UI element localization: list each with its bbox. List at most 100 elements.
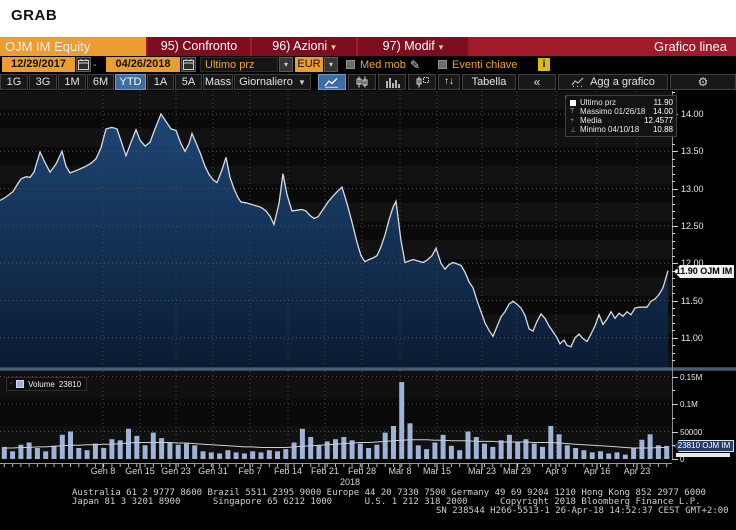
table-button[interactable]: Tabella (462, 74, 516, 90)
legend-collapse-icon[interactable]: ▫ (565, 95, 568, 101)
x-axis-tick-label: Gen 8 (90, 466, 116, 476)
menu-azioni-label: 96) Azioni (272, 39, 328, 53)
footer-contact-line-2: Japan 81 3 3201 8900 Singapore 65 6212 1… (72, 497, 701, 507)
price-minor-tick (672, 233, 675, 234)
legend-value: 11.90 (653, 98, 673, 107)
chevron-down-icon[interactable]: ▾ (324, 57, 338, 72)
x-axis-tick-label: Mar 15 (422, 466, 451, 476)
x-axis-tick-label: Feb 28 (347, 466, 377, 476)
price-line-chart (0, 91, 672, 367)
price-minor-tick (672, 315, 675, 316)
end-date-field[interactable]: 04/26/2018 (106, 57, 180, 72)
candlestick-chart-type-button[interactable] (348, 74, 376, 90)
legend-label: Media (580, 116, 602, 125)
price-axis-label: 12.00 (681, 258, 704, 268)
price-axis[interactable]: 14.00 13.50 13.00 12.50 12.00 11.50 11.00 (672, 91, 736, 367)
volume-legend-label: Volume (28, 379, 55, 389)
range-1m-button[interactable]: 1M (58, 74, 86, 90)
price-field-select[interactable]: Ultimo prz (200, 57, 278, 72)
volume-minor-tick (672, 418, 675, 419)
x-axis-tick-label: Apr 9 (545, 466, 567, 476)
x-axis-tick-label: Gen 15 (125, 466, 155, 476)
range-1g-button[interactable]: 1G (0, 74, 28, 90)
security-ticker-field[interactable]: OJM IM Equity (0, 37, 146, 56)
price-minor-tick (672, 174, 675, 175)
page-title: Grafico linea (654, 39, 727, 54)
range-6m-button[interactable]: 6M (87, 74, 114, 90)
price-line (0, 112, 669, 348)
eventi-chiave-label: Eventi chiave (452, 59, 518, 71)
sort-arrows-button[interactable]: ↑↓ (438, 74, 460, 90)
menu-confronto-button[interactable]: 95) Confronto (148, 37, 250, 56)
legend-row-high[interactable]: T Massimo 01/26/18 14.00 (570, 107, 673, 116)
price-major-tick (672, 151, 678, 152)
x-axis-tick-label: Feb 7 (238, 466, 262, 476)
legend-value: 10.88 (652, 125, 673, 134)
price-minor-tick (672, 345, 675, 346)
range-1a-button[interactable]: 1A (147, 74, 174, 90)
x-axis-labels: Gen 8 Gen 15 Gen 23 Gen 31 Feb 7 Feb 14 Feb 21… (0, 466, 736, 478)
range-ytd-button[interactable]: YTD (115, 74, 146, 90)
med-mob-checkbox[interactable] (346, 60, 355, 69)
legend-collapse-icon[interactable]: ▫ (10, 381, 13, 387)
range-mass-button[interactable]: Mass (203, 74, 233, 90)
calendar-icon[interactable] (76, 57, 91, 72)
volume-average-badge-partial (676, 453, 730, 457)
volume-legend[interactable]: ▫ Volume 23810 (6, 377, 88, 391)
pencil-icon[interactable]: ✎ (410, 58, 421, 72)
price-major-tick (672, 301, 678, 302)
legend-row-mean[interactable]: + Media 12.4577 (570, 116, 673, 125)
legend-row-low[interactable]: ⊥ Minimo 04/10/18 10.88 (570, 125, 673, 134)
volume-moving-average-line (4, 439, 667, 449)
collapse-panel-button[interactable]: « (518, 74, 556, 90)
price-major-tick (672, 226, 678, 227)
price-minor-tick (672, 211, 675, 212)
price-chart-panel[interactable] (0, 91, 672, 367)
volume-axis-label: 0.15M (680, 373, 703, 382)
price-minor-tick (672, 92, 675, 93)
gear-icon[interactable]: ⚙ (670, 74, 736, 90)
panel-resize-divider[interactable] (0, 367, 736, 371)
add-to-chart-label: Agg a grafico (590, 76, 655, 88)
price-axis-label: 13.50 (681, 146, 704, 156)
volume-bars (1, 382, 670, 460)
info-icon[interactable]: i (538, 58, 550, 71)
price-axis-label: 14.00 (681, 109, 704, 119)
volume-minor-tick (672, 390, 675, 391)
volume-axis[interactable]: 0.15M 0.1M 50000 0 (672, 371, 736, 464)
footer-serial-line: SN 238544 H266-5513-1 26-Apr-18 14:52:37… (436, 506, 729, 516)
add-to-chart-button[interactable]: Agg a grafico (558, 74, 668, 90)
currency-select[interactable]: EUR (295, 57, 323, 72)
price-minor-tick (672, 271, 675, 272)
chevron-down-icon: ▾ (438, 42, 444, 52)
chevron-down-icon[interactable]: ▾ (279, 57, 293, 72)
range-5a-button[interactable]: 5A (175, 74, 202, 90)
price-major-tick (672, 263, 678, 264)
line-chart-type-button[interactable] (318, 74, 346, 90)
menu-azioni-button[interactable]: 96) Azioni ▾ (252, 37, 356, 56)
price-legend[interactable]: ▫ Ultimo prz 11.90 T Massimo 01/26/18 14… (565, 95, 677, 137)
price-minor-tick (672, 196, 675, 197)
volume-bars-chart-type-button[interactable] (378, 74, 406, 90)
x-axis (0, 459, 672, 469)
volume-major-tick (672, 432, 678, 433)
candle-settings-chart-type-button[interactable] (408, 74, 436, 90)
start-date-field[interactable]: 12/29/2017 (2, 57, 75, 72)
frequency-select[interactable]: Giornaliero ▼ (234, 74, 311, 90)
med-mob-label: Med mob (360, 59, 406, 71)
menu-modif-label: 97) Modif (382, 39, 435, 53)
volume-chart-panel[interactable] (0, 371, 672, 460)
volume-minor-tick (672, 445, 675, 446)
menu-confronto-label: 95) Confronto (160, 39, 238, 53)
menu-modif-button[interactable]: 97) Modif ▾ (358, 37, 468, 56)
low-marker-icon: ⊥ (570, 126, 577, 134)
eventi-chiave-checkbox[interactable] (438, 60, 447, 69)
calendar-icon[interactable] (181, 57, 196, 72)
x-axis-tick-label: Gen 31 (198, 466, 228, 476)
mean-marker-icon: + (570, 117, 575, 124)
legend-row-last[interactable]: Ultimo prz 11.90 (570, 98, 673, 107)
range-3g-button[interactable]: 3G (29, 74, 57, 90)
x-axis-tick-label: Mar 29 (502, 466, 531, 476)
series-swatch (570, 99, 576, 106)
